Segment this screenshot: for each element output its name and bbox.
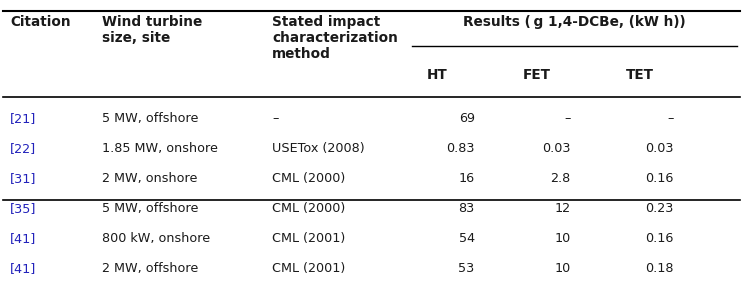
Text: [22]: [22] xyxy=(10,142,36,155)
Text: [21]: [21] xyxy=(10,112,36,125)
Text: TET: TET xyxy=(626,68,654,81)
Text: CML (2001): CML (2001) xyxy=(272,262,345,275)
Text: 83: 83 xyxy=(458,202,475,215)
Text: CML (2000): CML (2000) xyxy=(272,172,345,185)
Text: 800 kW, onshore: 800 kW, onshore xyxy=(103,232,210,245)
Text: 5 MW, offshore: 5 MW, offshore xyxy=(103,202,198,215)
Text: 1.85 MW, onshore: 1.85 MW, onshore xyxy=(103,142,218,155)
Text: Citation: Citation xyxy=(10,15,71,29)
Text: 5 MW, offshore: 5 MW, offshore xyxy=(103,112,198,125)
Text: FET: FET xyxy=(522,68,551,81)
Text: –: – xyxy=(564,112,571,125)
Text: 16: 16 xyxy=(458,172,475,185)
Text: CML (2001): CML (2001) xyxy=(272,232,345,245)
Text: 0.03: 0.03 xyxy=(542,142,571,155)
Text: HT: HT xyxy=(426,68,447,81)
Text: 2.8: 2.8 xyxy=(551,172,571,185)
Text: 12: 12 xyxy=(554,202,571,215)
Text: CML (2000): CML (2000) xyxy=(272,202,345,215)
Text: 0.23: 0.23 xyxy=(646,202,674,215)
Text: 2 MW, onshore: 2 MW, onshore xyxy=(103,172,198,185)
Text: Stated impact
characterization
method: Stated impact characterization method xyxy=(272,15,398,61)
Text: 0.16: 0.16 xyxy=(646,172,674,185)
Text: 10: 10 xyxy=(554,262,571,275)
Text: 10: 10 xyxy=(554,232,571,245)
Text: 0.83: 0.83 xyxy=(447,142,475,155)
Text: –: – xyxy=(667,112,674,125)
Text: [35]: [35] xyxy=(10,202,36,215)
Text: [41]: [41] xyxy=(10,262,36,275)
Text: USETox (2008): USETox (2008) xyxy=(272,142,365,155)
Text: –: – xyxy=(272,112,279,125)
Text: [41]: [41] xyxy=(10,232,36,245)
Text: Wind turbine
size, site: Wind turbine size, site xyxy=(103,15,203,45)
Text: Results ( g 1,4-DCBe, (kW h)): Results ( g 1,4-DCBe, (kW h)) xyxy=(463,15,686,29)
Text: [31]: [31] xyxy=(10,172,36,185)
Text: 0.03: 0.03 xyxy=(646,142,674,155)
Text: 69: 69 xyxy=(458,112,475,125)
Text: 53: 53 xyxy=(458,262,475,275)
Text: 2 MW, offshore: 2 MW, offshore xyxy=(103,262,198,275)
Text: 54: 54 xyxy=(458,232,475,245)
Text: 0.16: 0.16 xyxy=(646,232,674,245)
Text: 0.18: 0.18 xyxy=(646,262,674,275)
